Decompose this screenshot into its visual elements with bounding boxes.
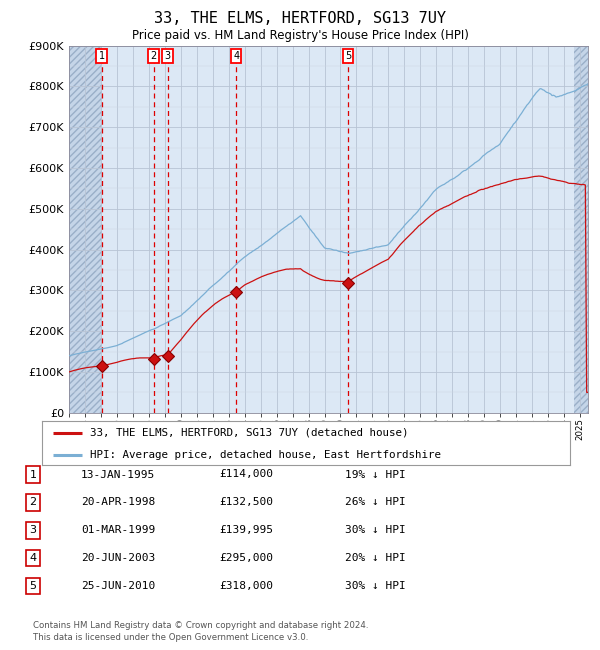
Text: 30% ↓ HPI: 30% ↓ HPI	[345, 581, 406, 592]
Text: 33, THE ELMS, HERTFORD, SG13 7UY: 33, THE ELMS, HERTFORD, SG13 7UY	[154, 11, 446, 26]
Bar	[574, 46, 588, 413]
Text: 5: 5	[345, 51, 351, 61]
Text: Contains HM Land Registry data © Crown copyright and database right 2024.: Contains HM Land Registry data © Crown c…	[33, 621, 368, 630]
Text: £318,000: £318,000	[219, 581, 273, 592]
Text: £114,000: £114,000	[219, 469, 273, 480]
Text: 2: 2	[29, 497, 37, 508]
Text: 26% ↓ HPI: 26% ↓ HPI	[345, 497, 406, 508]
Text: 4: 4	[233, 51, 239, 61]
Text: HPI: Average price, detached house, East Hertfordshire: HPI: Average price, detached house, East…	[89, 450, 440, 460]
Text: 33, THE ELMS, HERTFORD, SG13 7UY (detached house): 33, THE ELMS, HERTFORD, SG13 7UY (detach…	[89, 428, 408, 438]
Text: 13-JAN-1995: 13-JAN-1995	[81, 469, 155, 480]
Bar	[69, 46, 101, 413]
Text: 25-JUN-2010: 25-JUN-2010	[81, 581, 155, 592]
Text: 3: 3	[29, 525, 37, 536]
Text: 01-MAR-1999: 01-MAR-1999	[81, 525, 155, 536]
Text: 20-JUN-2003: 20-JUN-2003	[81, 553, 155, 564]
Text: 20% ↓ HPI: 20% ↓ HPI	[345, 553, 406, 564]
Text: 2: 2	[151, 51, 157, 61]
Text: 30% ↓ HPI: 30% ↓ HPI	[345, 525, 406, 536]
Text: 19% ↓ HPI: 19% ↓ HPI	[345, 469, 406, 480]
Text: £295,000: £295,000	[219, 553, 273, 564]
Text: This data is licensed under the Open Government Licence v3.0.: This data is licensed under the Open Gov…	[33, 633, 308, 642]
Text: £132,500: £132,500	[219, 497, 273, 508]
Text: 1: 1	[29, 469, 37, 480]
Text: 3: 3	[164, 51, 170, 61]
Text: £139,995: £139,995	[219, 525, 273, 536]
Text: 4: 4	[29, 553, 37, 564]
Text: Price paid vs. HM Land Registry's House Price Index (HPI): Price paid vs. HM Land Registry's House …	[131, 29, 469, 42]
Text: 5: 5	[29, 581, 37, 592]
Text: 20-APR-1998: 20-APR-1998	[81, 497, 155, 508]
Text: 1: 1	[98, 51, 104, 61]
